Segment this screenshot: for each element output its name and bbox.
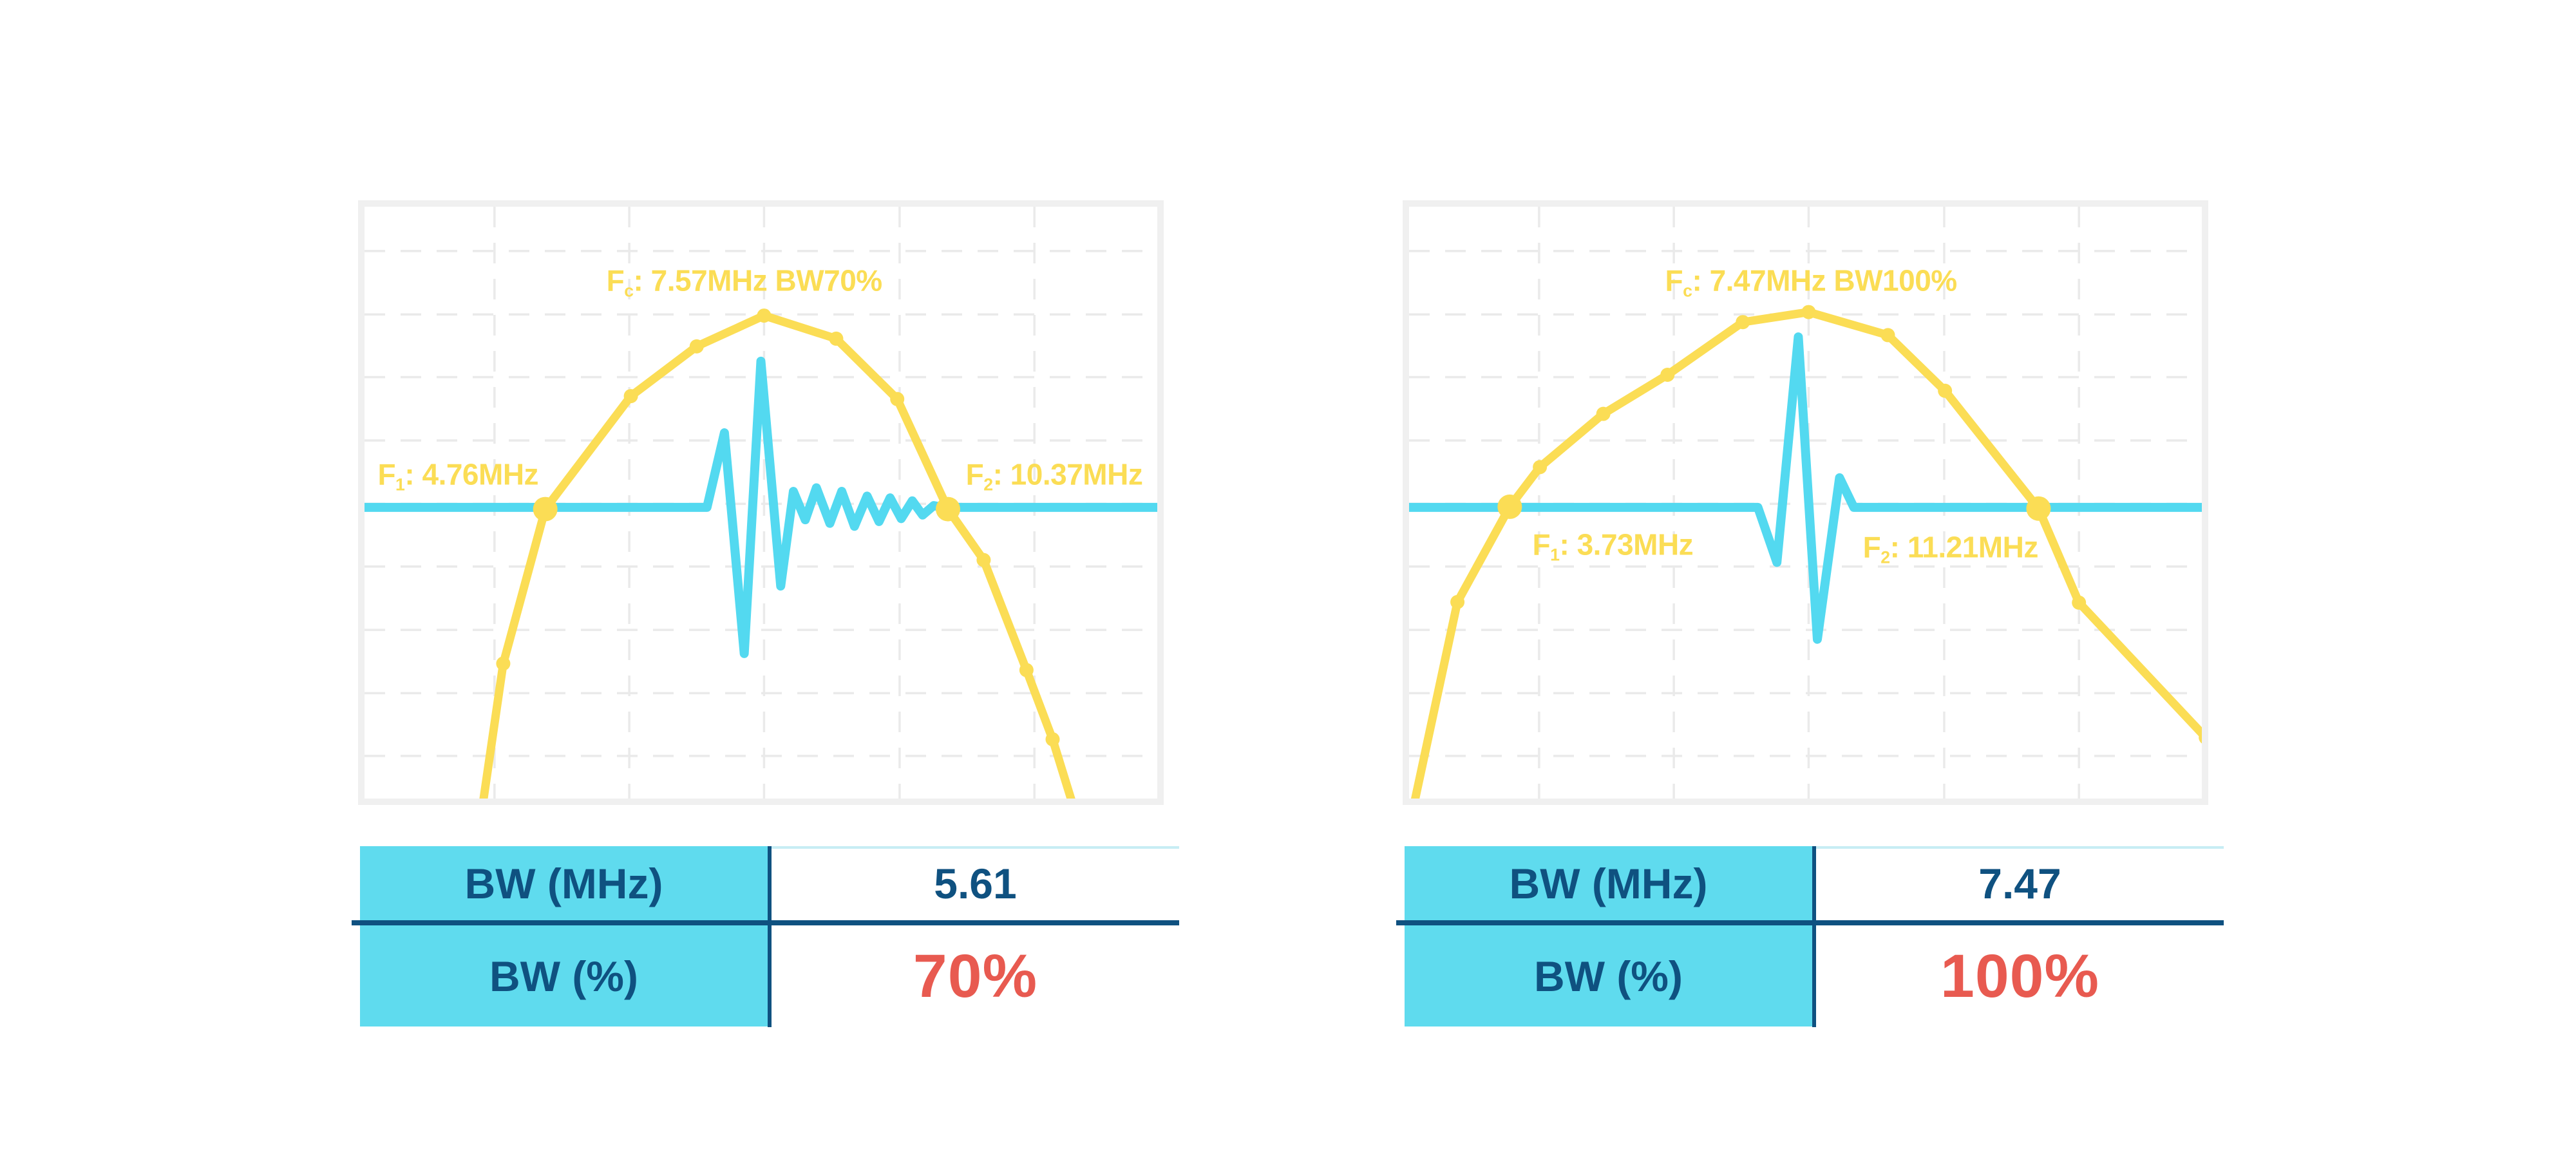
table-column-divider (768, 846, 772, 1027)
table-header-column (1405, 846, 1812, 1026)
table-column-divider (1812, 846, 1816, 1027)
crossing-marker (2026, 496, 2051, 521)
data-point-marker (496, 656, 511, 671)
data-point-marker (757, 308, 772, 323)
fc-annotation: Fc: 7.47MHz BW100% (1665, 263, 1958, 301)
data-point-marker (689, 339, 704, 354)
fc-annotation: Fc: 7.57MHz BW70% (606, 263, 883, 301)
data-point-marker (1533, 460, 1548, 475)
crossing-marker (533, 497, 558, 522)
fc-symbol: F (606, 263, 625, 298)
bw-percent-label: BW (%) (1534, 952, 1683, 1000)
data-point-marker (2199, 732, 2202, 744)
f1-annotation: F1: 3.73MHz (1533, 527, 1694, 565)
f2-symbol: F (1862, 530, 1881, 564)
f2-annotation: F2: 10.37MHz (966, 457, 1143, 495)
f2-subscript: 2 (983, 475, 993, 495)
f1-value-text: : 3.73MHz (1559, 527, 1694, 562)
fc-value-text: : 7.57MHz BW70% (633, 263, 883, 298)
f2-symbol: F (965, 457, 984, 491)
bw-percent-label: BW (%) (489, 952, 638, 1000)
fc-symbol: F (1665, 263, 1683, 298)
crossing-marker (936, 497, 961, 522)
data-point-marker (1660, 367, 1675, 382)
data-point-marker (1736, 315, 1750, 330)
f1-value-text: : 4.76MHz (404, 457, 539, 491)
f1-symbol: F (377, 457, 396, 491)
data-point-marker (829, 331, 844, 346)
data-point-marker (623, 389, 638, 404)
data-point-marker (1938, 383, 1953, 398)
table-row-divider (352, 920, 1179, 925)
f2-annotation: F2: 11.21MHz (1862, 530, 2039, 568)
fc-subscript: c (1683, 280, 1692, 300)
crossing-marker (1497, 494, 1522, 519)
bw-mhz-value: 5.61 (934, 859, 1017, 907)
data-point-marker (2072, 595, 2087, 610)
pulse-echo-line (1409, 332, 2202, 644)
table-row-divider (1396, 920, 2224, 925)
f1-symbol: F (1532, 527, 1551, 562)
table-header-column (360, 846, 768, 1026)
bw-mhz-value: 7.47 (1978, 859, 2061, 907)
data-point-marker (1450, 594, 1465, 609)
narrowband-plot-area: Fc: 7.57MHz BW70% F1: 4.76MHz F2: 10.37M… (358, 200, 1164, 805)
broadband-plot-area: Fc: 7.47MHz BW100% F1: 3.73MHz F2: 11.21… (1403, 200, 2208, 805)
data-point-marker (1801, 305, 1816, 319)
f2-value-text: : 10.37MHz (992, 457, 1143, 491)
fc-subscript: c (624, 280, 634, 300)
data-point-marker (1045, 732, 1060, 747)
fc-value-text: : 7.47MHz BW100% (1692, 263, 1957, 298)
f2-subscript: 2 (1880, 547, 1890, 567)
data-point-marker (976, 553, 991, 567)
f2-value-text: : 11.21MHz (1889, 530, 2039, 564)
narrowband-bw-table: BW (MHz) 5.61 BW (%) 70% (352, 846, 1179, 1027)
broadband-plot-svg (1409, 207, 2202, 799)
spectrum-line (1410, 308, 2202, 799)
pulse-echo-line (365, 356, 1157, 658)
broadband-bw-table: BW (MHz) 7.47 BW (%) 100% (1396, 846, 2224, 1027)
f1-subscript: 1 (395, 475, 405, 495)
bw-percent-value: 100% (1940, 941, 2099, 1010)
narrowband-panel: Fc: 7.57MHz BW70% F1: 4.76MHz F2: 10.37M… (352, 194, 1184, 1031)
data-point-marker (1596, 406, 1611, 421)
bw-percent-value: 70% (913, 941, 1038, 1010)
broadband-panel: Fc: 7.47MHz BW100% F1: 3.73MHz F2: 11.21… (1396, 194, 2228, 1031)
bw-mhz-label: BW (MHz) (1509, 859, 1708, 907)
f1-subscript: 1 (1550, 544, 1560, 564)
data-point-marker (1019, 663, 1034, 677)
data-point-marker (890, 392, 905, 406)
bw-mhz-label: BW (MHz) (464, 859, 663, 907)
f1-annotation: F1: 4.76MHz (377, 457, 538, 495)
narrowband-plot-svg (365, 207, 1157, 799)
data-point-marker (1880, 328, 1895, 343)
